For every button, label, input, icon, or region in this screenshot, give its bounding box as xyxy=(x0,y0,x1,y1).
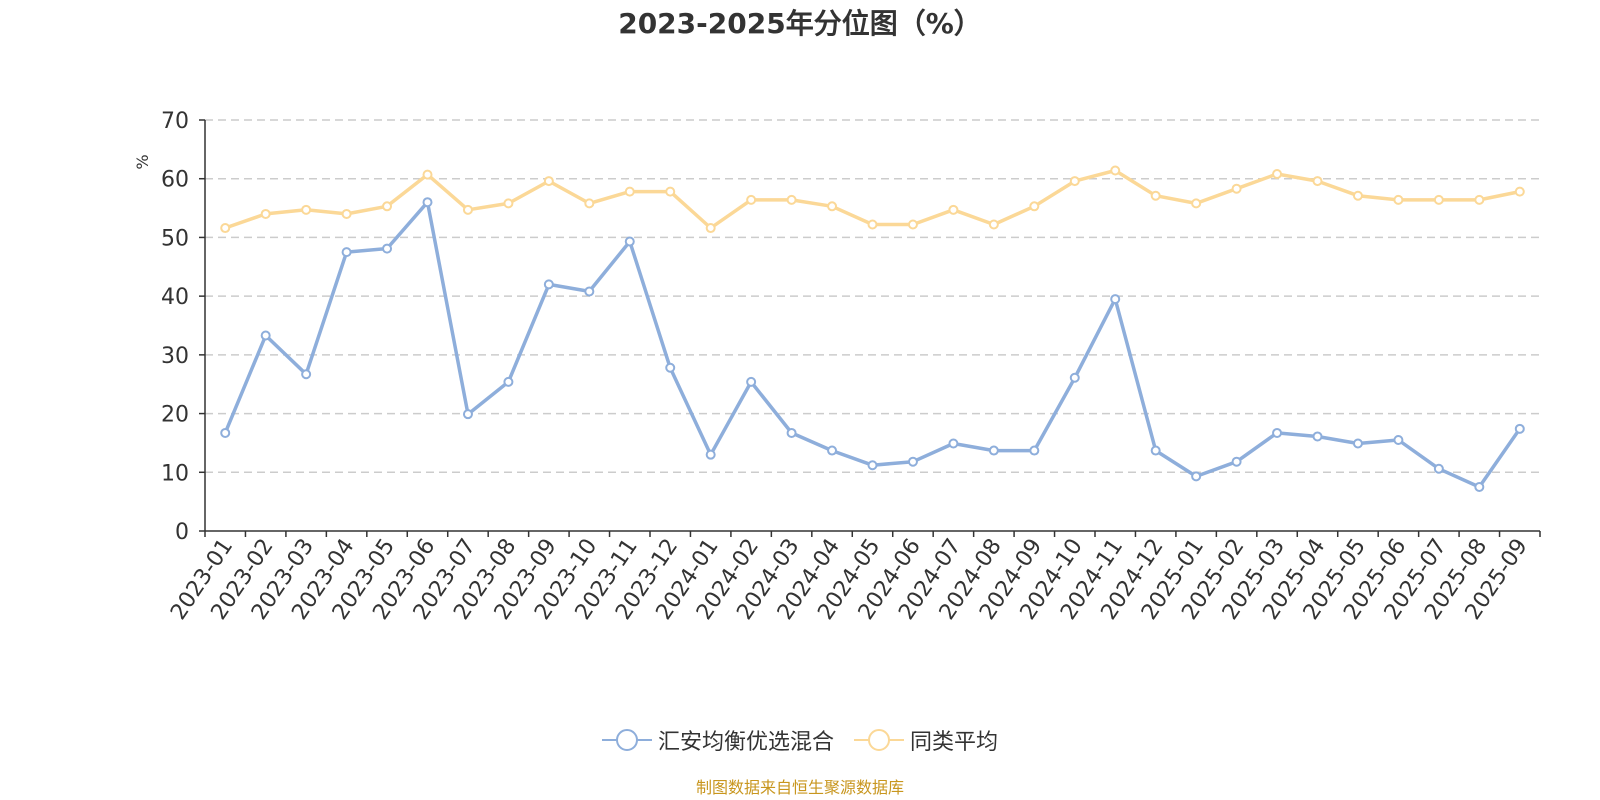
data-point xyxy=(1191,471,1202,482)
data-point xyxy=(1272,427,1283,438)
data-point xyxy=(1352,190,1363,201)
data-point xyxy=(1069,372,1080,383)
data-point xyxy=(1514,186,1525,197)
y-tick-label: 70 xyxy=(161,109,189,134)
data-point xyxy=(422,169,433,180)
y-axis-unit-label: % xyxy=(133,154,152,169)
data-point xyxy=(1110,294,1121,305)
legend-line-circle-icon xyxy=(601,729,652,751)
data-point xyxy=(1150,190,1161,201)
data-point xyxy=(827,445,838,456)
data-point xyxy=(1069,176,1080,187)
data-point xyxy=(1272,169,1283,180)
axes xyxy=(199,119,1541,537)
y-tick-label: 50 xyxy=(161,226,189,251)
data-point xyxy=(422,197,433,208)
data-point xyxy=(1312,176,1323,187)
data-point xyxy=(624,186,635,197)
y-tick-label: 30 xyxy=(161,344,189,369)
data-point xyxy=(867,460,878,471)
legend-label: 同类平均 xyxy=(910,730,999,755)
data-point xyxy=(382,243,393,254)
y-tick-label: 20 xyxy=(161,403,189,428)
data-point xyxy=(1191,198,1202,209)
data-point xyxy=(988,445,999,456)
data-point xyxy=(1110,165,1121,176)
data-point xyxy=(1393,194,1404,205)
data-point xyxy=(1231,183,1242,194)
data-point xyxy=(867,219,878,230)
data-point xyxy=(1312,431,1323,442)
data-point xyxy=(1150,445,1161,456)
data-point xyxy=(705,223,716,234)
data-point xyxy=(584,286,595,297)
data-point xyxy=(1433,463,1444,474)
data-point xyxy=(382,201,393,212)
data-point xyxy=(462,204,473,215)
series-lines xyxy=(220,165,1525,492)
y-tick-label: 0 xyxy=(175,520,189,545)
data-point xyxy=(1029,201,1040,212)
data-point xyxy=(260,330,271,341)
data-point xyxy=(1474,481,1485,492)
data-point xyxy=(1433,194,1444,205)
data-point xyxy=(907,456,918,467)
x-axis-tick-labels: 2023-012023-022023-032023-042023-052023-… xyxy=(166,534,1533,624)
data-point xyxy=(220,427,231,438)
y-tick-label: 60 xyxy=(161,168,189,193)
data-point xyxy=(1231,456,1242,467)
data-point xyxy=(1029,445,1040,456)
data-point xyxy=(827,201,838,212)
data-point xyxy=(786,194,797,205)
data-point xyxy=(988,219,999,230)
data-point xyxy=(1514,423,1525,434)
data-point xyxy=(543,176,554,187)
data-point xyxy=(786,427,797,438)
legend-item-series-2[interactable]: 同类平均 xyxy=(854,724,998,756)
legend: 汇安均衡优选混合 同类平均 xyxy=(0,720,1600,760)
data-point xyxy=(584,198,595,209)
y-tick-label: 10 xyxy=(161,461,189,486)
y-tick-label: 40 xyxy=(161,285,189,310)
data-point xyxy=(907,219,918,230)
data-point xyxy=(543,279,554,290)
data-point xyxy=(1352,438,1363,449)
data-point xyxy=(665,186,676,197)
data-point xyxy=(503,376,514,387)
data-point xyxy=(746,376,757,387)
data-point xyxy=(301,204,312,215)
data-point xyxy=(948,204,959,215)
data-point xyxy=(462,409,473,420)
data-point xyxy=(1393,434,1404,445)
legend-line-circle-icon xyxy=(854,729,904,751)
data-point xyxy=(665,362,676,373)
series-line-1 xyxy=(223,200,1522,489)
y-axis-tick-labels: 0 10 20 30 40 50 60 70 xyxy=(161,109,189,545)
gridlines xyxy=(205,119,1540,474)
data-point xyxy=(503,198,514,209)
data-point xyxy=(301,369,312,380)
data-point xyxy=(624,236,635,247)
data-point xyxy=(1474,194,1485,205)
data-point xyxy=(260,208,271,219)
data-point xyxy=(746,194,757,205)
legend-item-series-1[interactable]: 汇安均衡优选混合 xyxy=(601,724,834,756)
data-point xyxy=(705,449,716,460)
legend-label: 汇安均衡优选混合 xyxy=(657,730,834,755)
data-point xyxy=(341,208,352,219)
data-point xyxy=(341,247,352,258)
data-point xyxy=(948,438,959,449)
data-point xyxy=(220,223,231,234)
chart-title: 2023-2025年分位图（%） xyxy=(618,7,982,40)
source-note: 制图数据来自恒生聚源数据库 xyxy=(695,778,904,797)
